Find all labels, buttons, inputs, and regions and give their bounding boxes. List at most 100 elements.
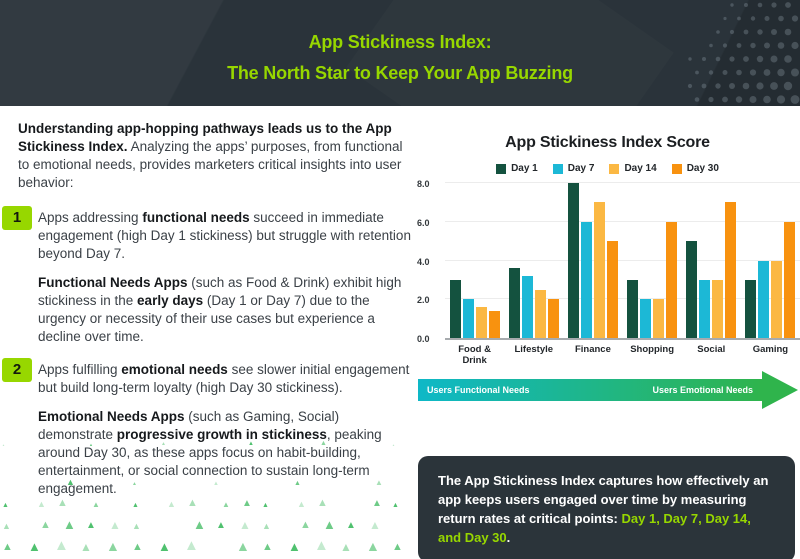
bar-day-1 [745,279,757,338]
triangle-glyph-icon: ▲ [132,541,143,553]
triangle-glyph-icon: ▲ [28,539,41,554]
bar-group-food-drink [445,185,504,338]
bar-groups [445,183,800,338]
text-segment: (Day 1 or Day 7) due to the urgency or n… [38,293,375,344]
list-item-2: 2 Apps fulfilling emotional needs see sl… [2,358,412,498]
x-axis-labels: Food & Drink Lifestyle Finance Shopping Soci… [445,344,800,366]
bar-day-7 [462,299,474,338]
legend-label: Day 14 [624,163,657,174]
triangle-glyph-icon: ▲ [262,541,273,553]
text-segment: Emotional Needs Apps [38,409,185,424]
item-1-number-badge: 1 [2,206,32,230]
chart-plot [445,182,800,340]
legend-item: Day 30 [671,163,719,174]
legend-swatch-icon [671,163,682,174]
bar-group-shopping [623,185,682,338]
gridline [445,298,800,300]
bar-day-30 [725,202,737,338]
y-axis-labels: 0.0 2.0 4.0 6.0 8.0 [415,179,445,344]
chart-title: App Stickiness Index Score [505,134,710,151]
text-segment: , peaking around Day 30, as these apps f… [38,427,382,496]
triangle-glyph-icon: ▲ [158,539,171,554]
item-2-paragraph: Apps fulfilling emotional needs see slow… [38,361,412,397]
x-axis-label: Shopping [630,344,674,355]
halftone-dots-pattern [687,2,800,104]
text-segment: see slower initial engagement but build … [38,362,410,395]
arrow-body: Users Functional Needs Users Emotional N… [418,379,762,401]
triangle-glyph-icon: ▲ [392,541,403,553]
triangle-glyph-icon: ▲ [340,540,352,554]
bar-day-14 [771,260,783,338]
triangle-glyph-icon: ▲ [2,521,11,531]
triangle-glyph-icon: ▲ [184,537,199,554]
triangle-glyph-icon: ▲ [288,539,301,554]
page-title-line1: App Stickiness Index: [308,32,492,52]
item-2-subparagraph: Emotional Needs Apps (such as Gaming, So… [38,408,412,498]
text-segment: Day 1, Day 7, Day 14, and Day 30 [438,511,751,545]
gridline [445,259,800,261]
legend-swatch-icon [496,163,507,174]
bar-day-1 [627,279,639,338]
left-column: Understanding app-hopping pathways leads… [2,120,412,513]
text-segment: Analyzing the apps’ purposes, from funct… [18,139,403,190]
triangle-glyph-icon: ▲ [54,537,69,554]
triangle-glyph-icon: ▲ [236,538,250,554]
y-tick-label: 6.0 [417,217,430,228]
arrow-left-label: Users Functional Needs [427,385,530,395]
legend-item: Day 1 [496,163,538,174]
intro-paragraph: Understanding app-hopping pathways leads… [18,120,412,192]
triangle-glyph-icon: ▲ [346,520,356,531]
bar-day-14 [653,299,665,338]
text-segment: Apps fulfilling [38,362,122,377]
bar-day-30 [547,299,559,338]
text-segment: Understanding app-hopping pathways leads… [18,121,392,154]
triangle-glyph-icon: ▲ [216,520,226,531]
page-title: App Stickiness Index: The North Star to … [0,0,800,89]
bar-day-1 [508,268,520,338]
text-segment: emotional needs [121,362,228,377]
bar-day-1 [686,241,698,338]
bar-group-lifestyle [504,185,563,338]
bar-day-14 [534,289,546,338]
arrow-head-icon [762,371,798,409]
bar-day-14 [593,202,605,338]
y-tick-label: 0.0 [417,334,430,344]
triangle-glyph-icon: ▲ [239,518,251,532]
legend-swatch-icon [609,163,620,174]
y-tick-label: 4.0 [417,256,430,267]
x-axis-label: Lifestyle [514,344,554,355]
text-segment: (such as Food & Drink) exhibit high stic… [38,275,402,308]
text-segment: progressive growth in stickiness [116,427,327,442]
bar-group-social [682,185,741,338]
arrow-right-label: Users Emotional Needs [652,385,753,395]
bar-day-1 [567,183,579,338]
chart-legend: Day 1 Day 7 Day 14 Day 30 [415,163,800,174]
triangle-glyph-icon: ▲ [2,541,13,553]
triangle-glyph-icon: ▲ [300,519,311,531]
triangle-glyph-icon: ▲ [80,540,92,554]
text-segment: succeed in immediate engagement (high Da… [38,210,411,261]
bar-day-7 [758,260,770,338]
page-title-line2: The North Star to Keep Your App Buzzing [227,63,573,83]
triangle-glyph-icon: ▲ [2,502,9,509]
item-1-subparagraph: Functional Needs Apps (such as Food & Dr… [38,274,412,346]
legend-label: Day 30 [686,163,719,174]
header-diagonal-shape [0,0,800,106]
bar-group-gaming [741,185,800,338]
x-axis-label: Food & Drink [458,344,491,366]
legend-swatch-icon [552,163,563,174]
triangle-glyph-icon: ▲ [106,538,120,554]
triangle-glyph-icon: ▲ [314,537,329,554]
triangle-glyph-icon: ▲ [63,517,76,532]
y-tick-label: 8.0 [417,179,430,189]
item-2-number-badge: 2 [2,358,32,382]
needs-gradient-arrow: Users Functional Needs Users Emotional N… [415,371,800,409]
bar-day-1 [449,279,461,338]
text-segment: The App Stickiness Index captures how ef… [438,473,769,526]
bar-day-30 [666,221,678,338]
legend-label: Day 1 [511,163,538,174]
triangle-glyph-icon: ▲ [193,517,206,532]
triangle-glyph-icon: ▲ [40,519,51,531]
triangle-glyph-icon: ▲ [262,521,271,531]
triangle-glyph-icon: ▲ [132,521,141,531]
